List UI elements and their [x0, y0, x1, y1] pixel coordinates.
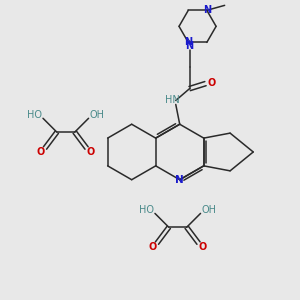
Text: N: N — [203, 5, 211, 15]
Text: N: N — [184, 38, 192, 47]
Text: HO: HO — [27, 110, 42, 120]
Text: O: O — [149, 242, 157, 252]
Text: OH: OH — [90, 110, 105, 120]
Text: HO: HO — [139, 206, 154, 215]
Text: O: O — [37, 147, 45, 157]
Text: O: O — [86, 147, 95, 157]
Text: HN: HN — [165, 95, 180, 106]
Text: N: N — [186, 41, 194, 51]
Text: N: N — [175, 175, 184, 185]
Text: O: O — [198, 242, 207, 252]
Text: OH: OH — [202, 206, 217, 215]
Text: O: O — [207, 78, 216, 88]
